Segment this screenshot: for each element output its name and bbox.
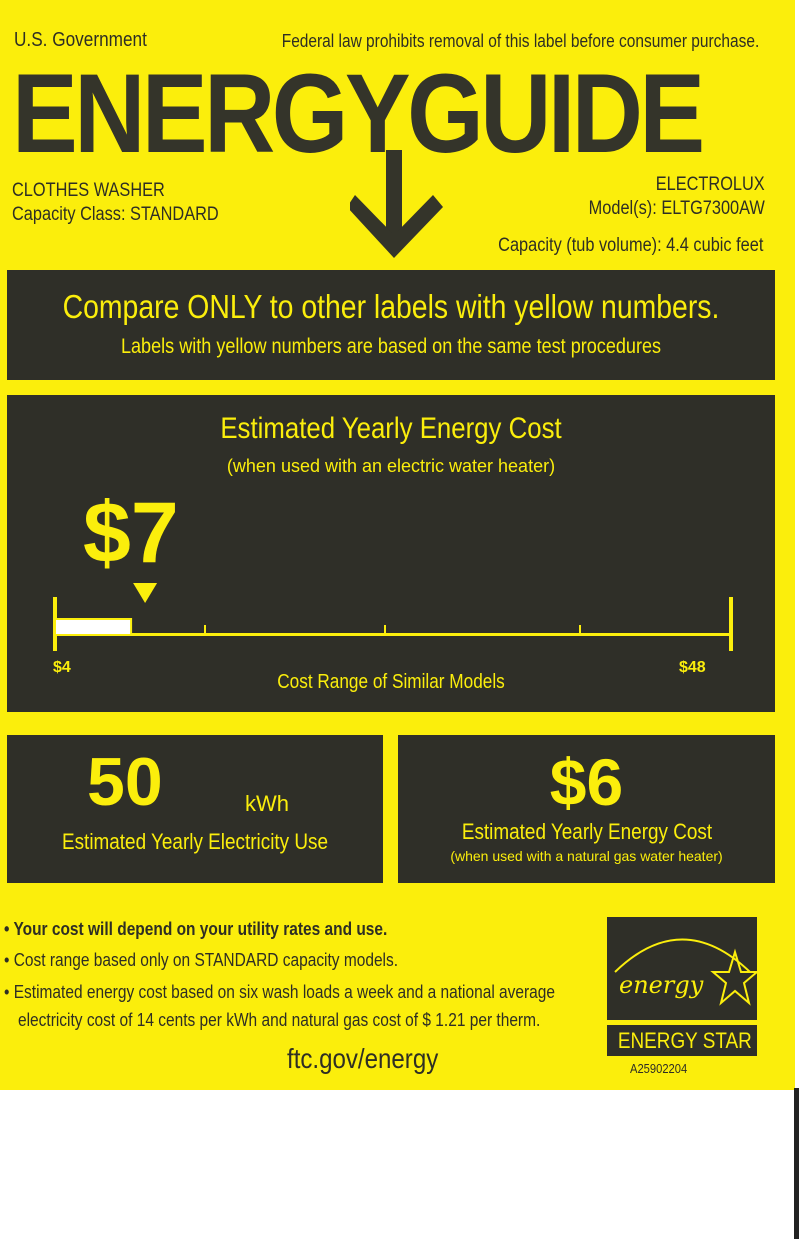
svg-text:energy: energy (619, 971, 704, 999)
website-link[interactable]: ftc.gov/energy (287, 1043, 439, 1074)
arrow-down-icon (350, 150, 443, 258)
kwh-unit: kWh (245, 791, 289, 816)
energyguide-label: U.S. Government Federal law prohibits re… (0, 0, 795, 1090)
scale-fill (54, 618, 133, 636)
cost-pointer-icon (133, 583, 158, 603)
range-max: $48 (679, 659, 706, 676)
note-3: • Estimated energy cost based on six was… (4, 982, 556, 1002)
energy-star-icon: energy (614, 938, 760, 1006)
scale-tick (384, 625, 386, 635)
electric-cost-title: Estimated Yearly Energy Cost (220, 412, 562, 445)
law-notice: Federal law prohibits removal of this la… (281, 31, 759, 51)
energy-star-logo: energy (607, 917, 760, 1020)
gas-cost-subtitle: (when used with a natural gas water heat… (450, 848, 723, 864)
electric-cost-value: $7 (83, 485, 179, 581)
range-min: $4 (53, 659, 71, 676)
electricity-use-panel: 50 kWh Estimated Yearly Electricity Use (7, 735, 383, 883)
note-2: • Cost range based only on STANDARD capa… (4, 950, 399, 970)
scale-right-end (729, 597, 733, 651)
gas-cost-panel: $6 Estimated Yearly Energy Cost (when us… (398, 735, 775, 883)
page-edge (794, 1088, 799, 1239)
electric-cost-panel: Estimated Yearly Energy Cost (when used … (7, 395, 775, 712)
cost-range-scale (53, 583, 733, 651)
electric-cost-subtitle: (when used with an electric water heater… (226, 456, 556, 476)
compare-panel: Compare ONLY to other labels with yellow… (7, 270, 775, 380)
scale-line (53, 633, 733, 636)
energy-star-label: ENERGY STAR (607, 1025, 757, 1056)
gas-cost-value: $6 (549, 745, 624, 819)
energyguide-title: ENERGYGUIDE (12, 51, 705, 176)
note-3-cont: electricity cost of 14 cents per kWh and… (18, 1010, 541, 1030)
gas-cost-title: Estimated Yearly Energy Cost (461, 819, 712, 844)
compare-subtitle: Labels with yellow numbers are based on … (120, 335, 662, 358)
brand: ELECTROLUX (656, 174, 765, 195)
kwh-value: 50 (87, 744, 163, 820)
electricity-use-label: Estimated Yearly Electricity Use (61, 829, 329, 854)
capacity: Capacity (tub volume): 4.4 cubic feet (497, 235, 763, 256)
capacity-class: Capacity Class: STANDARD (12, 204, 219, 225)
range-label: Cost Range of Similar Models (277, 671, 505, 693)
note-1: • Your cost will depend on your utility … (4, 919, 388, 939)
model-number: Model(s): ELTG7300AW (588, 198, 765, 219)
scale-tick (579, 625, 581, 635)
product-type: CLOTHES WASHER (12, 180, 165, 201)
us-government-text: U.S. Government (14, 29, 147, 51)
label-code: A25902204 (630, 1061, 688, 1076)
scale-tick (204, 625, 206, 635)
compare-title: Compare ONLY to other labels with yellow… (62, 288, 720, 325)
